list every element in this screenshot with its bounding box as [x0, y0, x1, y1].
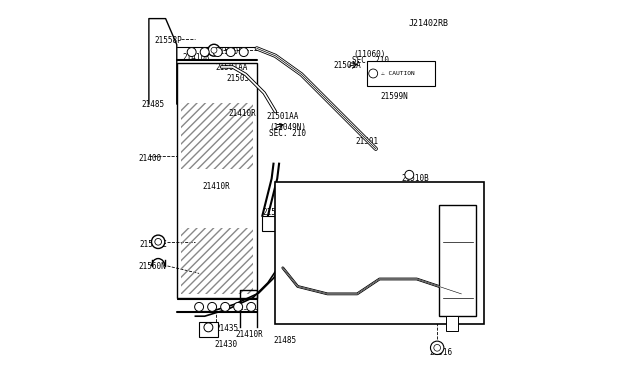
- Text: 21410R: 21410R: [235, 330, 263, 339]
- Circle shape: [152, 235, 165, 248]
- Text: 21410R: 21410R: [182, 53, 210, 62]
- Text: 21410R: 21410R: [203, 182, 230, 191]
- Text: 21558P: 21558P: [154, 36, 182, 45]
- Text: (13049N): (13049N): [270, 123, 307, 132]
- Text: SEC. 210: SEC. 210: [351, 56, 388, 65]
- Circle shape: [207, 302, 216, 311]
- Circle shape: [211, 47, 217, 53]
- Circle shape: [221, 302, 230, 311]
- Circle shape: [195, 302, 204, 311]
- Circle shape: [239, 48, 248, 57]
- Circle shape: [369, 69, 378, 78]
- Bar: [439, 205, 476, 316]
- Bar: [180, 103, 253, 169]
- Text: 21485: 21485: [273, 336, 296, 345]
- Text: 21510B: 21510B: [402, 174, 429, 183]
- Bar: [367, 61, 435, 86]
- Text: 21435: 21435: [215, 324, 238, 333]
- Text: 21558BPA: 21558BPA: [262, 208, 300, 217]
- Circle shape: [431, 341, 444, 355]
- Bar: [262, 216, 275, 231]
- Bar: [199, 322, 218, 337]
- Circle shape: [155, 238, 161, 245]
- Circle shape: [213, 48, 222, 57]
- Text: 21510: 21510: [365, 204, 388, 213]
- Text: 21560E: 21560E: [140, 240, 167, 249]
- Text: 21400: 21400: [138, 154, 161, 163]
- Circle shape: [208, 44, 220, 56]
- Text: ⚠ CAUTION: ⚠ CAUTION: [381, 71, 415, 76]
- Bar: [177, 63, 257, 298]
- Text: 21560N: 21560N: [138, 262, 166, 271]
- Text: 21560F: 21560F: [215, 47, 243, 56]
- Circle shape: [227, 48, 235, 57]
- Text: 21516: 21516: [429, 348, 453, 357]
- Circle shape: [234, 302, 243, 311]
- Text: 21515E: 21515E: [294, 239, 322, 248]
- Text: 21485: 21485: [141, 100, 164, 109]
- Text: SEC. 210: SEC. 210: [269, 129, 306, 138]
- Bar: [275, 182, 484, 324]
- Text: 21501A: 21501A: [330, 182, 357, 191]
- Bar: [180, 228, 253, 294]
- Text: 21515: 21515: [359, 282, 382, 291]
- Text: 21599N: 21599N: [380, 92, 408, 101]
- Circle shape: [200, 48, 209, 57]
- Circle shape: [434, 344, 440, 351]
- Text: 21503: 21503: [227, 74, 250, 83]
- Text: 21410R: 21410R: [229, 109, 257, 118]
- Text: (11060): (11060): [353, 50, 386, 59]
- Text: 21501AA: 21501AA: [266, 112, 298, 121]
- Text: 21501: 21501: [355, 137, 378, 146]
- Circle shape: [405, 170, 413, 179]
- Text: 21430: 21430: [214, 340, 237, 349]
- Circle shape: [187, 48, 196, 57]
- Bar: [447, 316, 458, 331]
- Text: 21501AA: 21501AA: [215, 63, 248, 72]
- Text: 21515E: 21515E: [417, 247, 444, 256]
- Text: 21501A: 21501A: [333, 61, 361, 70]
- Circle shape: [204, 323, 213, 332]
- Text: J21402RB: J21402RB: [408, 19, 449, 28]
- Circle shape: [246, 302, 255, 311]
